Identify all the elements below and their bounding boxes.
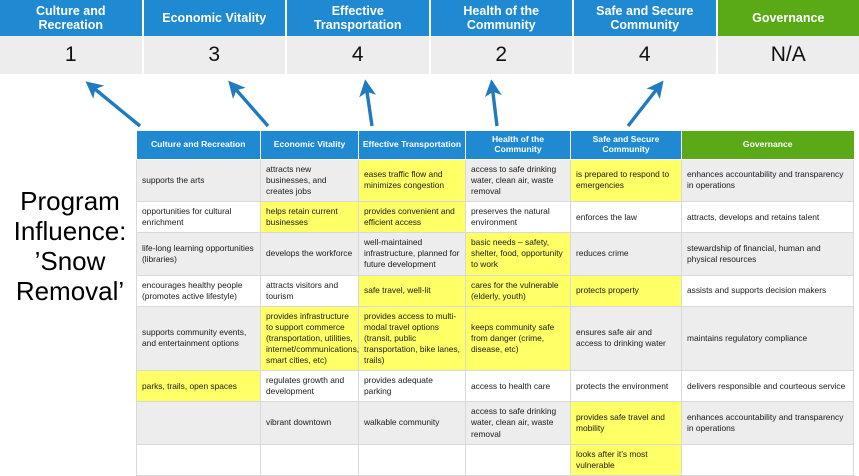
matrix-cell: looks after it’s most vulnerable <box>571 444 682 475</box>
score-band-value-safe-and-secure-community: 4 <box>574 36 718 74</box>
matrix-cell: attracts new businesses, and creates job… <box>261 159 359 201</box>
arrow-culture-and-recreation <box>90 85 140 126</box>
matrix-cell-empty <box>137 402 261 444</box>
page-title-line: Removal’ <box>6 276 134 306</box>
matrix-cell-empty <box>261 444 359 475</box>
matrix-cell: ensures safe air and access to drinking … <box>571 306 682 370</box>
score-band-header-health-of-the-community: Health of the Community <box>431 0 575 36</box>
score-band-value-health-of-the-community: 2 <box>431 36 575 74</box>
score-band-header-effective-transportation: Effective Transportation <box>287 0 431 36</box>
table-row: life-long learning opportunities (librar… <box>137 233 854 275</box>
matrix-column-header-effective-transportation: Effective Transportation <box>359 131 466 159</box>
matrix-cell: provides safe travel and mobility <box>571 402 682 444</box>
table-row: supports community events, and entertain… <box>137 306 854 370</box>
score-band-value-effective-transportation: 4 <box>287 36 431 74</box>
matrix-cell-empty <box>137 444 261 475</box>
matrix-cell: regulates growth and development <box>261 371 359 402</box>
score-band-header-economic-vitality: Economic Vitality <box>144 0 288 36</box>
arrow-economic-vitality <box>232 85 268 126</box>
matrix-cell: attracts, develops and retains talent <box>682 202 854 233</box>
matrix-cell: access to health care <box>466 371 571 402</box>
matrix-column-header-economic-vitality: Economic Vitality <box>261 131 359 159</box>
score-band-header-governance: Governance <box>718 0 859 36</box>
matrix-cell: provides adequate parking <box>359 371 466 402</box>
matrix-column-header-governance: Governance <box>682 131 854 159</box>
matrix-cell-empty <box>359 444 466 475</box>
matrix-cell: reduces crime <box>571 233 682 275</box>
matrix-cell: access to safe drinking water, clean air… <box>466 402 571 444</box>
score-band-value-culture-and-recreation: 1 <box>0 36 144 74</box>
matrix-cell: assists and supports decision makers <box>682 275 854 306</box>
matrix-cell: preserves the natural environment <box>466 202 571 233</box>
matrix-cell: protects the environment <box>571 371 682 402</box>
matrix-cell: enhances accountability and transparency… <box>682 159 854 201</box>
matrix-cell: cares for the vulnerable (elderly, youth… <box>466 275 571 306</box>
matrix-cell: provides access to multi-modal travel op… <box>359 306 466 370</box>
matrix-cell: safe travel, well-lit <box>359 275 466 306</box>
arrow-effective-transportation <box>366 85 372 126</box>
matrix-cell: provides convenient and efficient access <box>359 202 466 233</box>
matrix-cell: enforces the law <box>571 202 682 233</box>
matrix-cell: basic needs – safety, shelter, food, opp… <box>466 233 571 275</box>
arrow-safe-and-secure-community <box>628 85 660 126</box>
matrix-cell: opportunities for cultural enrichment <box>137 202 261 233</box>
score-band-value-governance: N/A <box>718 36 859 74</box>
score-band-value-economic-vitality: 3 <box>144 36 288 74</box>
table-row: encourages healthy people (promotes acti… <box>137 275 854 306</box>
matrix-cell: encourages healthy people (promotes acti… <box>137 275 261 306</box>
page-title-line: Program <box>6 186 134 216</box>
matrix-cell: well-maintained infrastructure, planned … <box>359 233 466 275</box>
matrix-cell: access to safe drinking water, clean air… <box>466 159 571 201</box>
matrix-cell: maintains regulatory compliance <box>682 306 854 370</box>
table-row: looks after it’s most vulnerable <box>137 444 854 475</box>
matrix-cell: vibrant downtown <box>261 402 359 444</box>
matrix-cell: walkable community <box>359 402 466 444</box>
matrix-cell-empty <box>466 444 571 475</box>
score-band-header-safe-and-secure-community: Safe and Secure Community <box>574 0 718 36</box>
page-title-line: Influence: <box>6 216 134 246</box>
arrow-layer <box>0 78 859 134</box>
matrix-cell: supports community events, and entertain… <box>137 306 261 370</box>
matrix-cell: enhances accountability and transparency… <box>682 402 854 444</box>
matrix-cell: supports the arts <box>137 159 261 201</box>
matrix-cell: protects property <box>571 275 682 306</box>
matrix-column-header-safe-and-secure-community: Safe and Secure Community <box>571 131 682 159</box>
matrix-cell: develops the workforce <box>261 233 359 275</box>
matrix-cell: is prepared to respond to emergencies <box>571 159 682 201</box>
matrix-cell-empty <box>682 444 854 475</box>
matrix-cell: helps retain current businesses <box>261 202 359 233</box>
arrow-health-of-the-community <box>492 85 497 126</box>
matrix-cell: delivers responsible and courteous servi… <box>682 371 854 402</box>
matrix-cell: keeps community safe from danger (crime,… <box>466 306 571 370</box>
matrix-column-header-culture-and-recreation: Culture and Recreation <box>137 131 261 159</box>
page-title-line: ’Snow <box>6 246 134 276</box>
matrix-cell: attracts visitors and tourism <box>261 275 359 306</box>
matrix-cell: stewardship of financial, human and phys… <box>682 233 854 275</box>
matrix-cell: parks, trails, open spaces <box>137 371 261 402</box>
matrix-cell: provides infrastructure to support comme… <box>261 306 359 370</box>
score-band-header-culture-and-recreation: Culture and Recreation <box>0 0 144 36</box>
matrix-cell: life-long learning opportunities (librar… <box>137 233 261 275</box>
matrix-cell: eases traffic flow and minimizes congest… <box>359 159 466 201</box>
matrix-column-header-health-of-the-community: Health of the Community <box>466 131 571 159</box>
